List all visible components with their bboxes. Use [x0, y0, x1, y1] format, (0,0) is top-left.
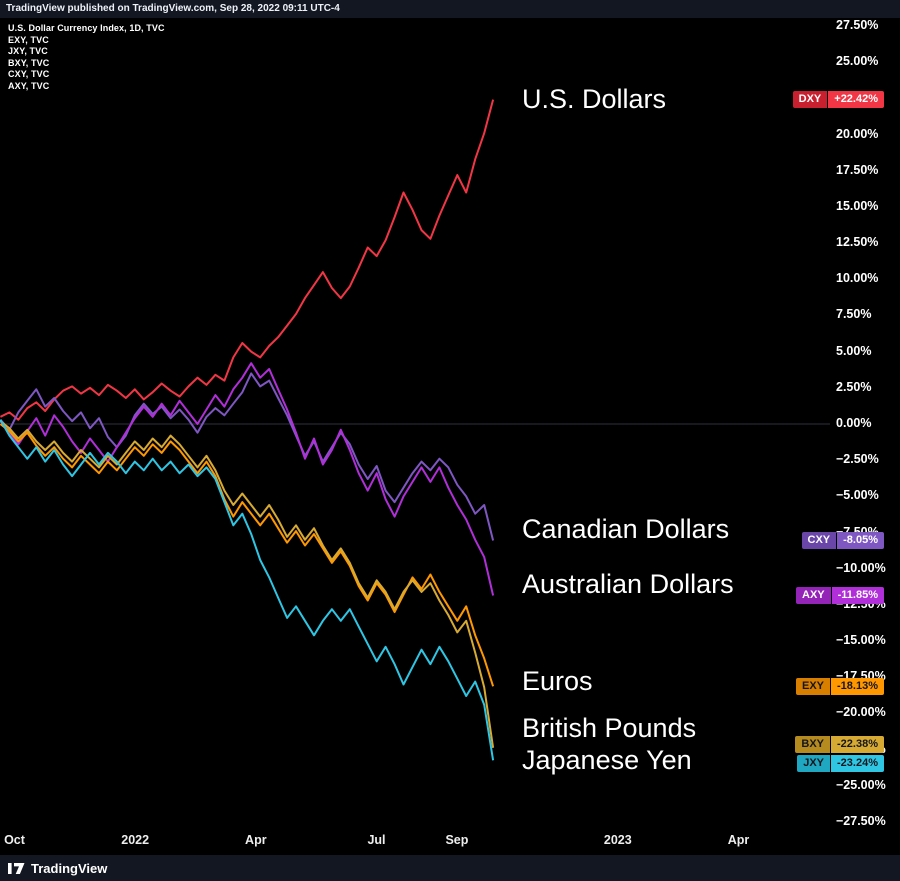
legend-symbol-line: JXY, TVC — [8, 46, 48, 56]
series-line-dxy — [0, 99, 495, 421]
publish-text: TradingView published on TradingView.com… — [6, 3, 340, 14]
legend-symbol-line: AXY, TVC — [8, 80, 50, 91]
series-line-jxy — [0, 419, 495, 761]
series-line-bxy — [0, 420, 495, 748]
legend-symbol-line: U.S. Dollar Currency Index, 1D, TVC — [8, 23, 165, 33]
tradingview-logo-icon[interactable] — [8, 862, 25, 874]
legend-symbol-line: BXY, TVC — [8, 57, 50, 68]
series-line-axy — [0, 362, 495, 596]
series-line-exy — [0, 423, 495, 687]
footer-brand: TradingView — [31, 860, 108, 876]
legend-symbol-line: CXY, TVC — [8, 69, 50, 79]
symbol-legend: U.S. Dollar Currency Index, 1D, TVC EXY, … — [8, 23, 165, 92]
series-line-cxy — [0, 372, 495, 541]
footer-bar: TradingView — [0, 855, 900, 881]
legend-symbol-line: EXY, TVC — [8, 34, 49, 45]
publish-bar: TradingView published on TradingView.com… — [0, 0, 900, 18]
